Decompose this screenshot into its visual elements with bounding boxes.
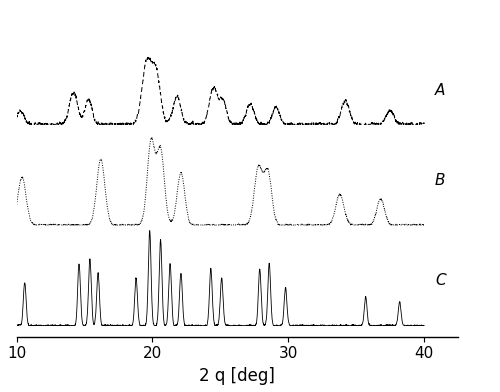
Text: A: A	[435, 83, 446, 98]
X-axis label: 2 q [deg]: 2 q [deg]	[200, 367, 275, 385]
Text: B: B	[435, 173, 446, 188]
Text: C: C	[435, 273, 446, 289]
